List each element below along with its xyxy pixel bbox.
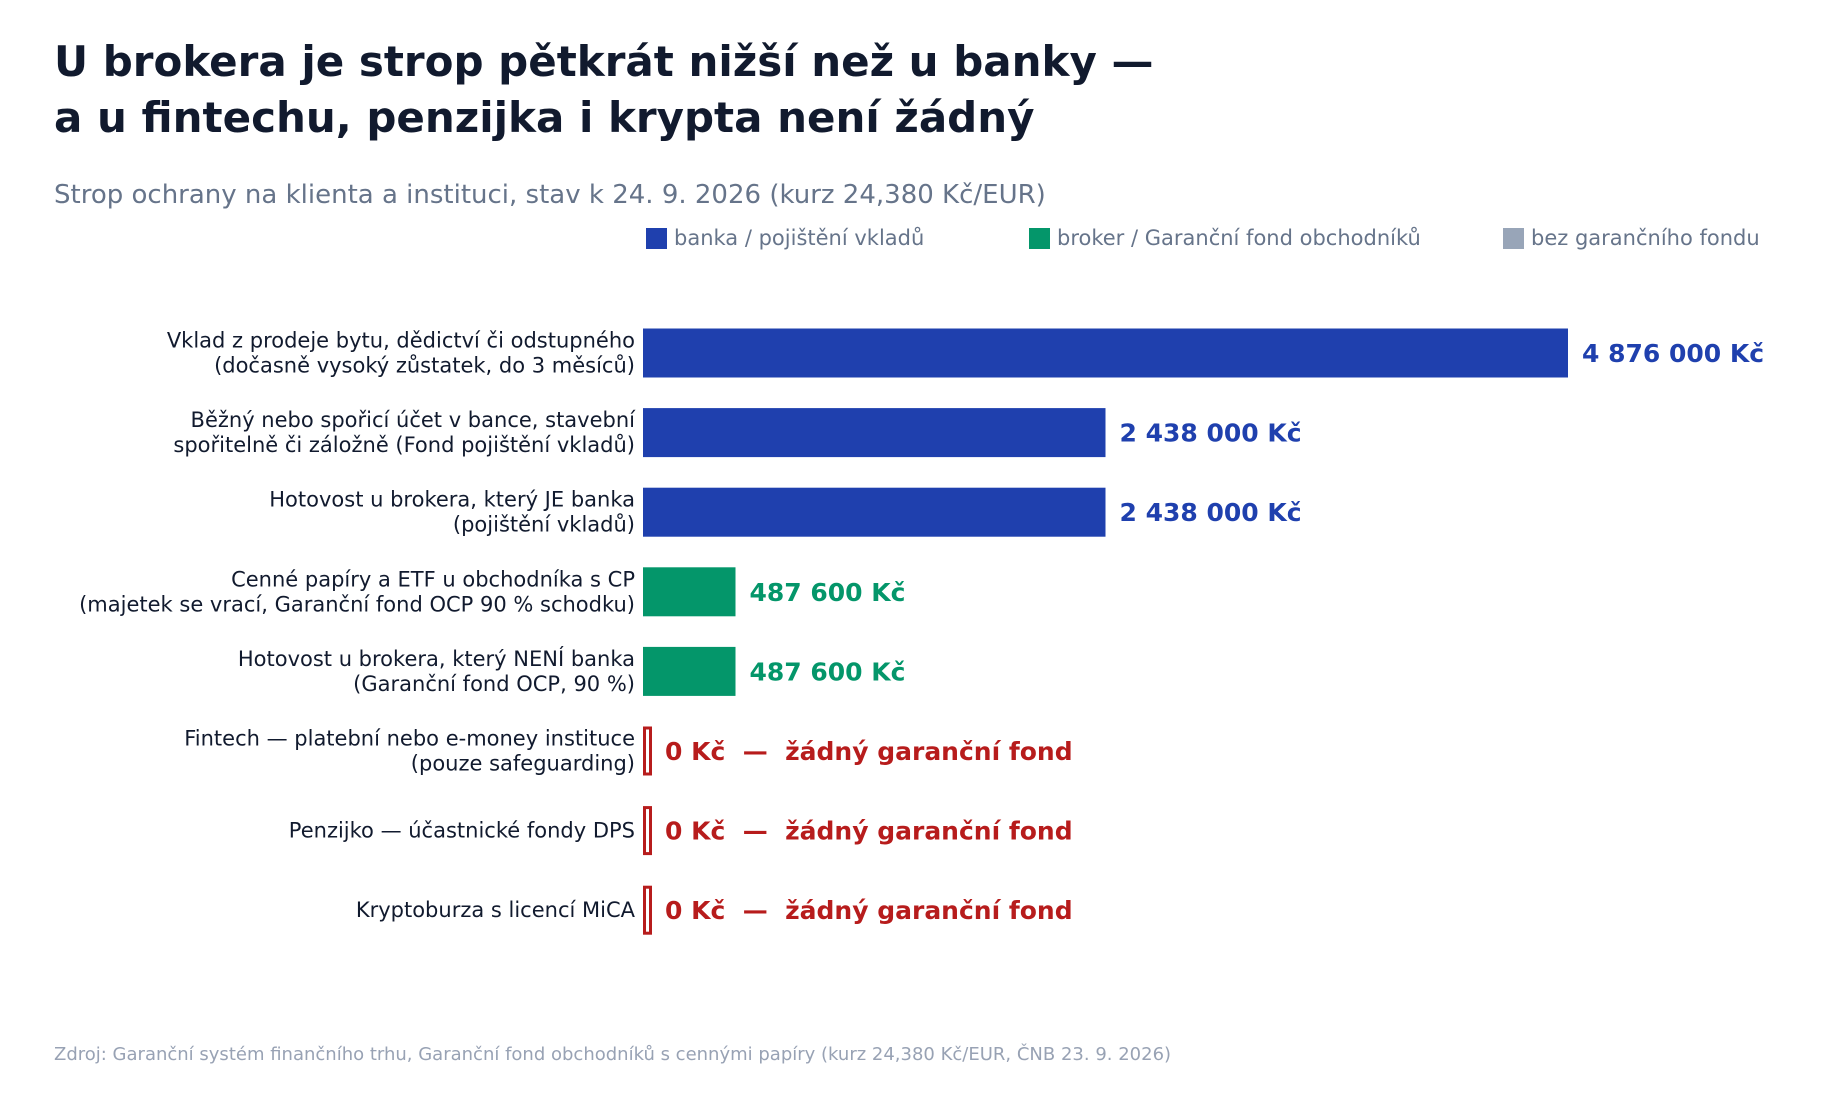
category-label: spořitelně či záložně (Fond pojištění vk… [173, 433, 635, 457]
bar [643, 328, 1568, 378]
category-label: Hotovost u brokera, který JE banka [269, 488, 635, 512]
data-label: 0 Kč — žádný garanční fond [665, 817, 1073, 846]
bar [643, 567, 736, 617]
bar [643, 487, 1106, 537]
category-label: Fintech — platební nebo e-money instituc… [184, 727, 635, 751]
category-label: Penzijko — účastnické fondy DPS [289, 819, 635, 843]
data-label: 487 600 Kč [750, 657, 906, 686]
data-label: 487 600 Kč [750, 578, 906, 607]
legend-label-broker: broker / Garanční fond obchodníků [1057, 226, 1421, 250]
legend-label-bank: banka / pojištění vkladů [674, 226, 925, 250]
legend-swatch-broker [1029, 227, 1050, 249]
category-label: Hotovost u brokera, který NENÍ banka [238, 646, 635, 671]
data-label: 4 876 000 Kč [1582, 339, 1764, 368]
legend-item-broker: broker / Garanční fond obchodníků [1029, 226, 1421, 250]
legend-item-bank: banka / pojištění vkladů [646, 226, 924, 250]
chart-source: Zdroj: Garanční systém finančního trhu, … [54, 1044, 1172, 1065]
bar [643, 646, 736, 696]
bar-zero [643, 885, 652, 935]
category-label: (dočasně vysoký zůstatek, do 3 měsíců) [214, 354, 635, 378]
data-label: 0 Kč — žádný garanční fond [665, 737, 1073, 766]
data-label: 0 Kč — žádný garanční fond [665, 896, 1073, 925]
legend-swatch-bank [646, 227, 667, 249]
category-label: (pouze safeguarding) [411, 752, 635, 776]
data-label: 2 438 000 Kč [1120, 498, 1302, 527]
bar-zero [643, 806, 652, 856]
category-label: Vklad z prodeje bytu, dědictví či odstup… [167, 329, 635, 353]
chart-title-line-2: a u fintechu, penzijka i krypta není žád… [54, 93, 1035, 142]
category-label: Kryptoburza s licencí MiCA [356, 898, 636, 922]
category-label: Běžný nebo spořicí účet v bance, stavebn… [191, 408, 637, 432]
bar [643, 408, 1106, 458]
category-label: (Garanční fond OCP, 90 %) [353, 672, 635, 696]
chart-subtitle: Strop ochrany na klienta a instituci, st… [54, 180, 1046, 210]
legend-item-none: bez garančního fondu [1503, 226, 1760, 250]
bar-zero [643, 726, 652, 776]
category-label: (majetek se vrací, Garanční fond OCP 90 … [79, 592, 635, 616]
legend-label-none: bez garančního fondu [1531, 226, 1760, 250]
data-label: 2 438 000 Kč [1120, 419, 1302, 448]
chart-title-line-1: U brokera je strop pětkrát nižší než u b… [54, 37, 1154, 86]
chart-title: U brokera je strop pětkrát nižší než u b… [54, 34, 1254, 146]
category-label: (pojištění vkladů) [453, 513, 635, 537]
legend-swatch-none [1503, 227, 1524, 249]
category-label: Cenné papíry a ETF u obchodníka s CP [231, 567, 635, 591]
chart-legend: banka / pojištění vkladů broker / Garanč… [0, 226, 1829, 256]
